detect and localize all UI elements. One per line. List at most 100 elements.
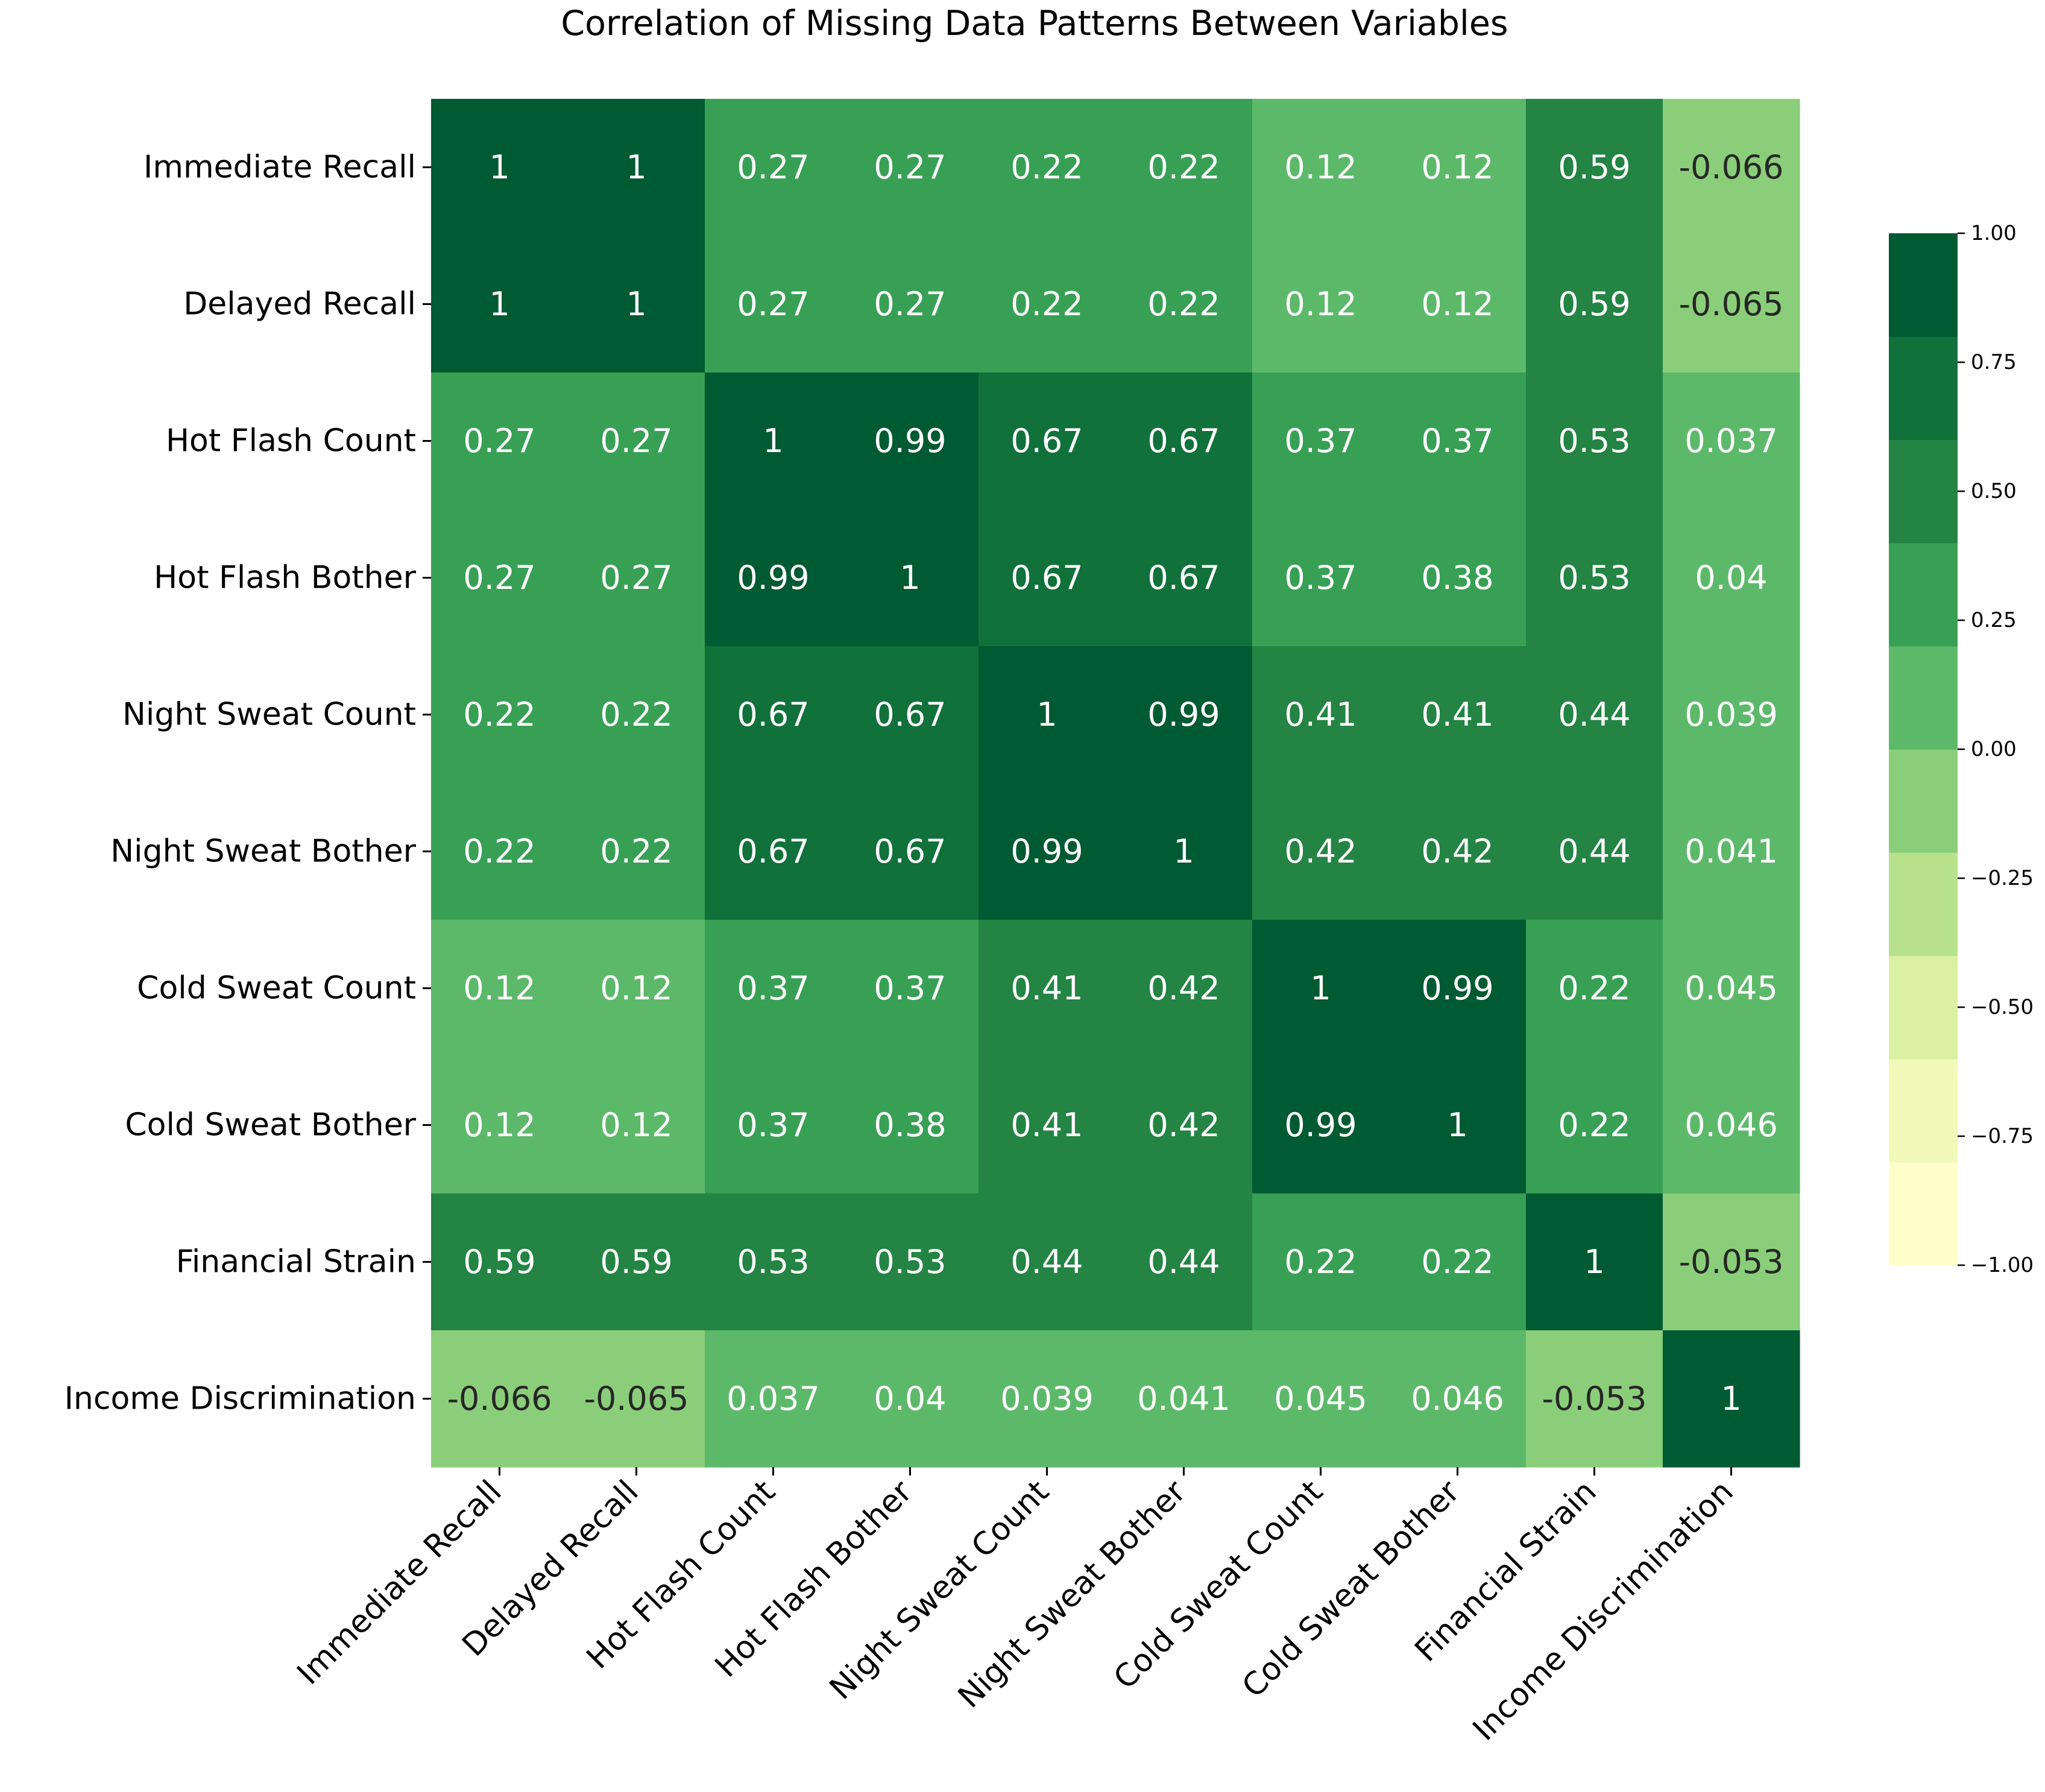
- cell-value-label: -0.053: [1678, 1243, 1783, 1281]
- colorbar-tick-label: −0.50: [1971, 995, 2034, 1019]
- heatmap-cell: [1115, 1057, 1253, 1194]
- heatmap-cell: [1252, 373, 1390, 510]
- heatmap-cell: [568, 1330, 705, 1468]
- cell-value-label: -0.066: [447, 1380, 552, 1418]
- heatmap-cell: [568, 236, 705, 373]
- x-tick-label: Income Discrimination: [1466, 1474, 1741, 1748]
- cell-value-label: 0.22: [463, 832, 535, 870]
- cell-value-label: 0.37: [737, 1106, 809, 1144]
- cell-value-label: 0.99: [737, 559, 809, 597]
- cell-value-label: 1: [489, 148, 509, 186]
- colorbar-tick-label: 1.00: [1971, 221, 2017, 245]
- heatmap-cell: [568, 920, 705, 1057]
- cell-value-label: 0.12: [463, 1106, 535, 1144]
- heatmap-cell: [978, 236, 1116, 373]
- heatmap-cell: [842, 236, 979, 373]
- cell-value-label: 0.22: [1147, 148, 1220, 186]
- heatmap-cell: [1252, 99, 1390, 236]
- cell-value-label: 0.27: [737, 285, 809, 323]
- cell-value-label: 1: [1721, 1380, 1741, 1418]
- heatmap-cell: [705, 646, 842, 784]
- y-tick-label: Cold Sweat Bother: [125, 1107, 416, 1143]
- y-tick-label: Immediate Recall: [143, 149, 416, 186]
- cell-value-label: 0.037: [1684, 422, 1778, 460]
- cell-value-label: 0.67: [1147, 422, 1220, 460]
- heatmap-cell: [1115, 920, 1253, 1057]
- y-tick-label: Income Discrimination: [65, 1381, 416, 1417]
- heatmap-cell: [1526, 509, 1663, 647]
- cell-value-label: 0.27: [600, 559, 672, 597]
- heatmap-cell: [1389, 509, 1527, 647]
- heatmap-cell: [705, 1057, 842, 1194]
- heatmap-cell: [568, 1057, 705, 1194]
- heatmap-cell: [431, 1193, 569, 1331]
- cell-value-label: -0.065: [584, 1380, 688, 1418]
- heatmap-cell: [1663, 373, 1800, 510]
- cell-value-label: 0.59: [463, 1243, 535, 1281]
- cell-value-label: 0.59: [600, 1243, 672, 1281]
- cell-value-label: 1: [1036, 696, 1057, 734]
- heatmap-cell: [431, 1057, 569, 1194]
- heatmap-cell: [1389, 783, 1527, 920]
- cell-value-label: 0.42: [1421, 832, 1493, 870]
- y-tick-label: Financial Strain: [176, 1244, 416, 1280]
- heatmap-cell: [1252, 236, 1390, 373]
- cell-value-label: 0.37: [1284, 422, 1357, 460]
- cell-value-label: 0.12: [600, 969, 672, 1007]
- cell-value-label: 0.53: [1558, 422, 1630, 460]
- cell-value-label: 0.27: [463, 559, 535, 597]
- heatmap-cell: [1252, 1330, 1390, 1468]
- colorbar-segment: [1889, 439, 1958, 544]
- heatmap-cell: [1526, 783, 1663, 920]
- heatmap-cell: [1389, 1330, 1527, 1468]
- cell-value-label: 0.67: [874, 696, 946, 734]
- heatmap-cell: [978, 509, 1116, 647]
- cell-value-label: 0.67: [1010, 559, 1083, 597]
- colorbar: 1.00 0.75 0.50 0.25 0.00 −0.25 −0.50 −0.75 −1.00: [1889, 221, 2034, 1277]
- heatmap-cell: [1526, 236, 1663, 373]
- cell-value-label: 0.67: [874, 832, 946, 870]
- heatmap-cell: [705, 236, 842, 373]
- cell-value-label: 1: [1173, 832, 1194, 870]
- heatmap-cell: [431, 1330, 569, 1468]
- chart-title: Correlation of Missing Data Patterns Bet…: [561, 4, 1508, 43]
- y-tick-label: Hot Flash Count: [166, 423, 416, 459]
- heatmap-cell: [1526, 920, 1663, 1057]
- cell-value-label: 0.42: [1147, 969, 1220, 1007]
- cell-value-label: 0.22: [1010, 285, 1083, 323]
- heatmap-cell: [1115, 783, 1253, 920]
- colorbar-segment: [1889, 1058, 1958, 1163]
- heatmap-cell: [1663, 99, 1800, 236]
- heatmap-cell: [568, 646, 705, 784]
- cell-value-label: 0.41: [1421, 696, 1493, 734]
- heatmap-cell: [568, 509, 705, 647]
- cell-value-label: 1: [489, 285, 509, 323]
- heatmap-cell: [1252, 646, 1390, 784]
- cell-value-label: 0.22: [1284, 1243, 1357, 1281]
- cell-value-label: 1: [626, 285, 646, 323]
- heatmap-cell: [842, 373, 979, 510]
- cell-value-label: 0.53: [874, 1243, 946, 1281]
- cell-value-label: 1: [626, 148, 646, 186]
- cell-value-label: 0.44: [1010, 1243, 1083, 1281]
- heatmap-cell: [705, 99, 842, 236]
- cell-value-label: 0.99: [1421, 969, 1493, 1007]
- heatmap-cell: [978, 920, 1116, 1057]
- cell-value-label: 0.045: [1684, 969, 1778, 1007]
- heatmap-cell: [978, 1057, 1116, 1194]
- cell-value-label: 0.12: [1421, 285, 1493, 323]
- heatmap-cell: [1389, 920, 1527, 1057]
- cell-value-label: 1: [1584, 1243, 1604, 1281]
- heatmap-cell: [705, 920, 842, 1057]
- heatmap-cell: [1663, 920, 1800, 1057]
- cell-value-label: 0.27: [874, 285, 946, 323]
- heatmap-cell: [431, 373, 569, 510]
- cell-value-label: 0.22: [1558, 969, 1630, 1007]
- colorbar-segment: [1889, 1162, 1958, 1266]
- cell-value-label: 0.53: [1558, 559, 1630, 597]
- cell-value-label: 0.37: [737, 969, 809, 1007]
- cell-value-label: 0.22: [600, 696, 672, 734]
- cell-value-label: -0.066: [1678, 148, 1783, 186]
- heatmap-cell: [842, 509, 979, 647]
